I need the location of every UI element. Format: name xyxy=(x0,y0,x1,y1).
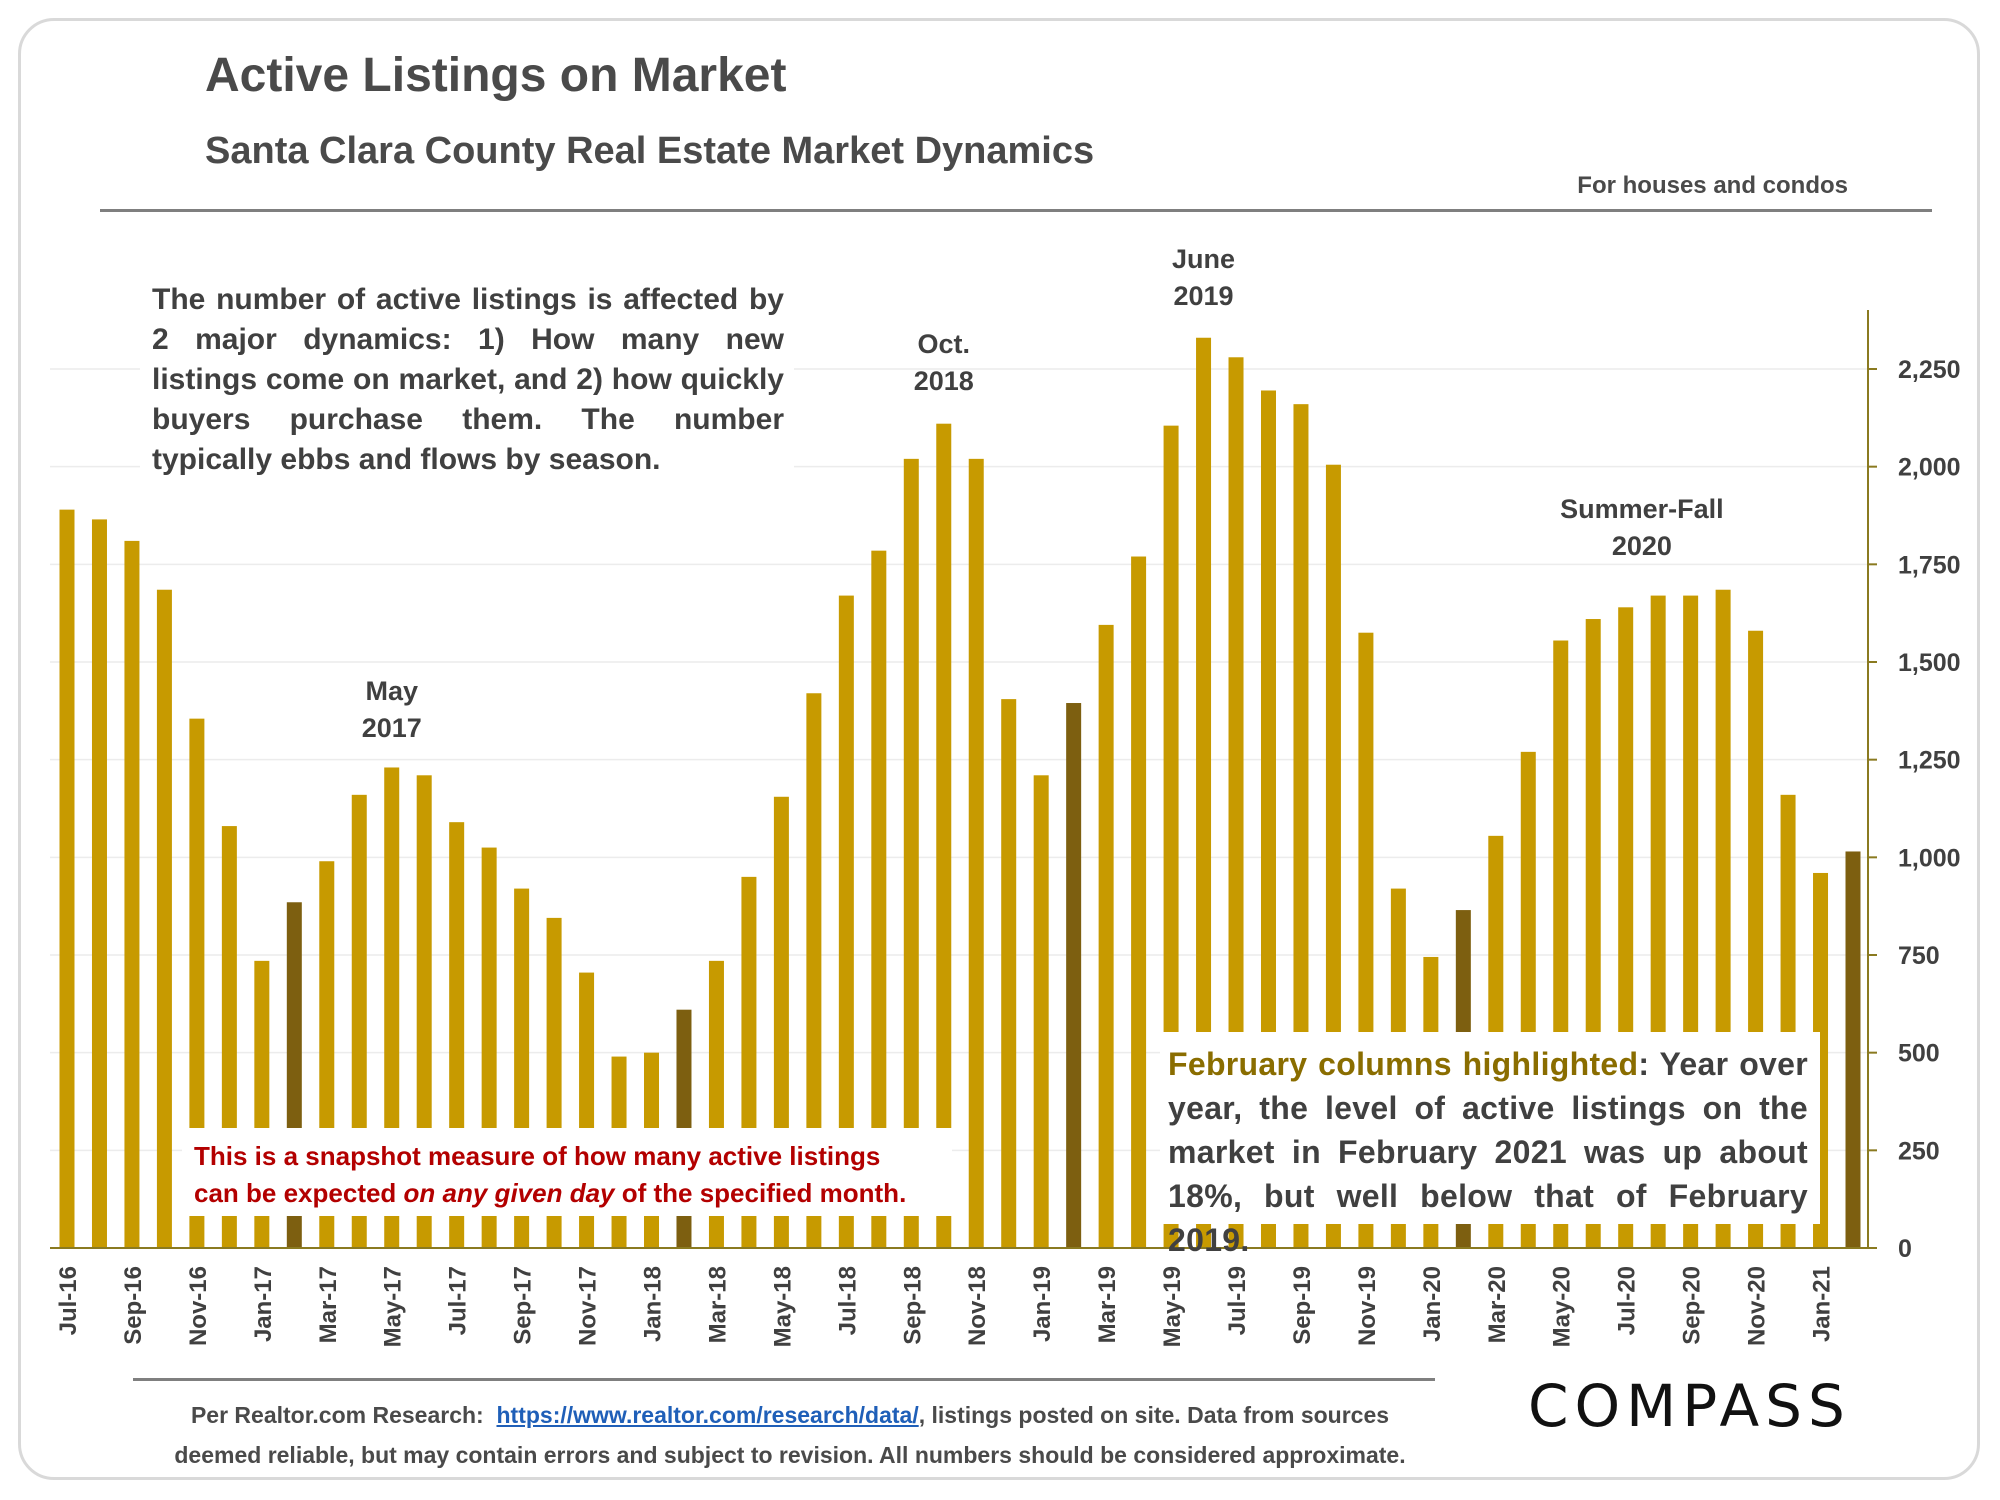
footer-prefix: Per Realtor.com Research: xyxy=(190,1402,484,1428)
x-tick-label: Jan-17 xyxy=(250,1266,277,1342)
x-tick-label: May-17 xyxy=(380,1266,407,1347)
x-tick-label: Jan-21 xyxy=(1809,1266,1836,1342)
annotation-jun-19: June xyxy=(1172,244,1235,274)
x-tick-label: Jan-19 xyxy=(1029,1266,1056,1342)
bar-jun-18 xyxy=(806,693,822,1248)
bar-jun-19 xyxy=(1196,337,1212,1248)
x-tick-label: Sep-18 xyxy=(899,1266,926,1345)
y-tick-label: 1,000 xyxy=(1898,844,1961,872)
compass-logo: COMPASS xyxy=(1528,1372,1851,1440)
bar-feb-21 xyxy=(1845,851,1861,1248)
bar-sep-16 xyxy=(124,540,140,1248)
y-tick-label: 750 xyxy=(1898,942,1940,970)
x-axis: Jul-16 Sep-16 Nov-16 Jan-17 Mar-17 May-17 Jul-… xyxy=(50,1247,1868,1347)
x-tick-label: Jul-19 xyxy=(1224,1266,1251,1335)
bar-oct-18 xyxy=(936,423,952,1248)
x-tick-label: Mar-20 xyxy=(1484,1266,1511,1343)
intro-explanation: The number of active listings is affecte… xyxy=(140,272,794,488)
bar-feb-19 xyxy=(1066,703,1082,1248)
header-divider xyxy=(100,209,1932,212)
snapshot-pre: can be expected xyxy=(194,1178,404,1208)
bar-jul-19 xyxy=(1228,357,1244,1248)
chart-subtitle: Santa Clara County Real Estate Market Dy… xyxy=(205,130,1095,172)
x-tick-label: Nov-17 xyxy=(575,1266,602,1346)
snapshot-line-1: This is a snapshot measure of how many a… xyxy=(194,1141,881,1171)
bar-aug-18 xyxy=(871,550,887,1248)
x-tick-label: Nov-20 xyxy=(1744,1266,1771,1346)
y-axis: 0 250 500 750 1,000 1,250 1,500 1,750 2,000 2,250 xyxy=(1867,310,1961,1263)
x-tick-label: Mar-17 xyxy=(315,1266,342,1343)
x-tick-label: Sep-16 xyxy=(120,1266,147,1345)
february-text: : Year over year, the level of active li… xyxy=(1168,1046,1808,1258)
y-tick-label: 500 xyxy=(1898,1040,1940,1068)
scope-note: For houses and condos xyxy=(1577,172,1848,199)
x-tick-label: Mar-18 xyxy=(704,1266,731,1343)
bar-nov-18 xyxy=(968,458,984,1248)
footer-divider xyxy=(133,1378,1435,1381)
x-tick-label: Jan-18 xyxy=(640,1266,667,1342)
bar-oct-16 xyxy=(156,589,172,1248)
x-tick-label: Sep-17 xyxy=(510,1266,537,1345)
source-footer: Per Realtor.com Research: https://www.re… xyxy=(130,1395,1450,1475)
footer-line-2: deemed reliable, but may contain errors … xyxy=(174,1442,1406,1468)
annotation-aug-20: 2020 xyxy=(1612,531,1672,561)
y-tick-label: 1,250 xyxy=(1898,747,1961,775)
annotations: May 2017 Oct. 2018 June 2019 Summer-Fall 2020 xyxy=(362,244,1724,743)
y-tick-label: 2,250 xyxy=(1898,356,1961,384)
footer-line1-suffix: , listings posted on site. Data from sou… xyxy=(918,1402,1390,1428)
x-tick-label: Jul-17 xyxy=(445,1266,472,1335)
y-tick-label: 0 xyxy=(1898,1235,1912,1263)
annotation-oct-18: 2018 xyxy=(914,366,974,396)
footer-line-1: Per Realtor.com Research: https://www.re… xyxy=(130,1395,1450,1435)
annotation-oct-18: Oct. xyxy=(918,329,971,359)
x-tick-label: Sep-19 xyxy=(1289,1266,1316,1345)
annotation-aug-20: Summer-Fall xyxy=(1560,494,1724,524)
bar-dec-18 xyxy=(1001,699,1017,1248)
bar-sep-18 xyxy=(903,458,919,1248)
snapshot-note: This is a snapshot measure of how many a… xyxy=(182,1128,952,1216)
x-tick-label: May-20 xyxy=(1549,1266,1576,1347)
bar-nov-16 xyxy=(189,718,205,1248)
bar-jul-16 xyxy=(59,509,75,1248)
bars xyxy=(59,337,1861,1248)
annotation-may-17: 2017 xyxy=(362,713,422,743)
bar-may-17 xyxy=(384,767,400,1248)
snapshot-emphasis: on any given day xyxy=(403,1178,615,1208)
x-tick-label: Nov-18 xyxy=(964,1266,991,1346)
annotation-jun-19: 2019 xyxy=(1174,281,1234,311)
x-tick-label: Jan-20 xyxy=(1419,1266,1446,1342)
x-tick-label: Jul-20 xyxy=(1614,1266,1641,1335)
bar-mar-19 xyxy=(1098,624,1114,1248)
x-tick-label: Jul-18 xyxy=(834,1266,861,1335)
bar-jul-18 xyxy=(838,595,854,1248)
bar-apr-19 xyxy=(1131,556,1147,1248)
x-tick-label: Mar-19 xyxy=(1094,1266,1121,1343)
chart-frame xyxy=(18,18,1980,1480)
y-tick-label: 250 xyxy=(1898,1137,1940,1165)
snapshot-post: of the specified month. xyxy=(614,1178,907,1208)
snapshot-line-2: can be expected on any given day of the … xyxy=(194,1175,940,1212)
chart-title: Active Listings on Market xyxy=(205,49,787,102)
y-tick-label: 1,750 xyxy=(1898,551,1961,579)
x-tick-label: Sep-20 xyxy=(1679,1266,1706,1345)
source-link[interactable]: https://www.realtor.com/research/data/ xyxy=(496,1402,919,1428)
x-tick-label: May-18 xyxy=(769,1266,796,1347)
x-tick-label: Nov-16 xyxy=(185,1266,212,1346)
x-tick-label: Nov-19 xyxy=(1354,1266,1381,1346)
bar-aug-16 xyxy=(91,519,107,1248)
february-highlight: February columns highlighted xyxy=(1168,1046,1639,1082)
annotation-may-17: May xyxy=(365,676,418,706)
y-tick-label: 1,500 xyxy=(1898,649,1961,677)
february-note: February columns highlighted: Year over … xyxy=(1160,1032,1820,1258)
y-tick-label: 2,000 xyxy=(1898,454,1961,482)
x-tick-label: May-19 xyxy=(1159,1266,1186,1347)
x-tick-label: Jul-16 xyxy=(55,1266,82,1335)
bar-jan-19 xyxy=(1033,775,1049,1248)
